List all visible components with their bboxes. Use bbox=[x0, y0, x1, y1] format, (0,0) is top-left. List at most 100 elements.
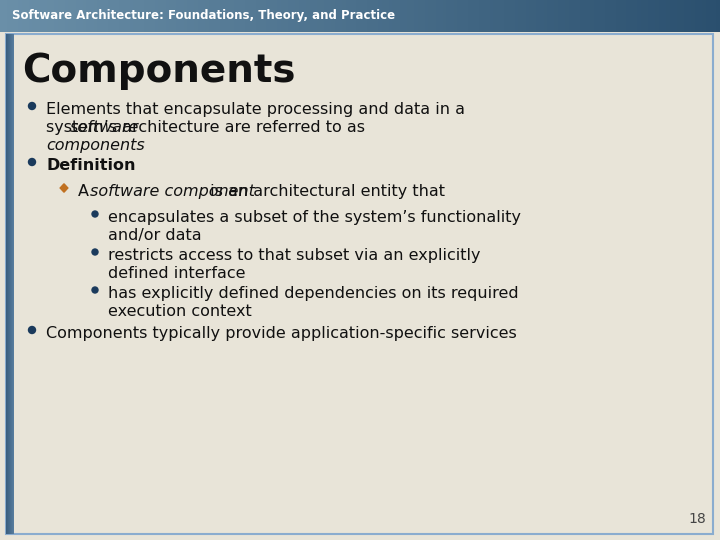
Bar bbox=[90, 0, 94, 32]
Text: Software Architecture: Foundations, Theory, and Practice: Software Architecture: Foundations, Theo… bbox=[12, 10, 395, 23]
Bar bbox=[698, 0, 703, 32]
Bar bbox=[47, 0, 51, 32]
Bar bbox=[36, 0, 40, 32]
Bar bbox=[270, 0, 274, 32]
Bar bbox=[248, 0, 253, 32]
Bar bbox=[58, 0, 62, 32]
Bar bbox=[299, 0, 303, 32]
Bar bbox=[11, 0, 15, 32]
Bar bbox=[569, 0, 573, 32]
Bar bbox=[277, 0, 282, 32]
Bar bbox=[122, 0, 127, 32]
Bar bbox=[94, 0, 98, 32]
Bar bbox=[410, 0, 415, 32]
Bar bbox=[130, 0, 134, 32]
Bar bbox=[126, 0, 130, 32]
Bar bbox=[598, 0, 602, 32]
Bar bbox=[209, 0, 213, 32]
Bar bbox=[328, 0, 332, 32]
Text: 18: 18 bbox=[688, 512, 706, 526]
Bar bbox=[544, 0, 548, 32]
Bar bbox=[392, 0, 397, 32]
Bar bbox=[324, 0, 328, 32]
Bar bbox=[50, 0, 55, 32]
Bar bbox=[140, 0, 145, 32]
Bar bbox=[173, 0, 177, 32]
Bar bbox=[112, 0, 116, 32]
Text: components: components bbox=[46, 138, 145, 153]
Bar bbox=[97, 0, 102, 32]
Bar bbox=[198, 0, 202, 32]
Bar bbox=[7, 34, 8, 534]
Text: A: A bbox=[78, 184, 94, 199]
Bar bbox=[482, 0, 487, 32]
Bar bbox=[637, 0, 642, 32]
Bar bbox=[601, 0, 606, 32]
Bar bbox=[526, 0, 530, 32]
Bar bbox=[295, 0, 300, 32]
Bar bbox=[79, 0, 84, 32]
Text: Definition: Definition bbox=[46, 158, 135, 173]
Text: restricts access to that subset via an explicitly: restricts access to that subset via an e… bbox=[108, 248, 480, 263]
Bar bbox=[385, 0, 390, 32]
Bar bbox=[54, 0, 58, 32]
Bar bbox=[238, 0, 242, 32]
Bar bbox=[205, 0, 210, 32]
Bar bbox=[220, 0, 224, 32]
Bar bbox=[367, 0, 372, 32]
Bar bbox=[691, 0, 696, 32]
Bar bbox=[641, 0, 645, 32]
Bar bbox=[533, 0, 537, 32]
Bar bbox=[666, 0, 670, 32]
Bar bbox=[360, 0, 364, 32]
Bar bbox=[540, 0, 544, 32]
Bar bbox=[612, 0, 616, 32]
Bar bbox=[76, 0, 80, 32]
Circle shape bbox=[92, 211, 98, 217]
Bar bbox=[230, 0, 235, 32]
Bar bbox=[536, 0, 541, 32]
Bar bbox=[155, 0, 159, 32]
Bar bbox=[346, 0, 350, 32]
Bar bbox=[338, 0, 343, 32]
Bar bbox=[133, 0, 138, 32]
Bar bbox=[234, 0, 238, 32]
Bar bbox=[464, 0, 469, 32]
Bar bbox=[137, 0, 141, 32]
Bar bbox=[518, 0, 523, 32]
Bar bbox=[43, 0, 48, 32]
Bar bbox=[187, 0, 192, 32]
Bar bbox=[144, 0, 148, 32]
Bar bbox=[151, 0, 156, 32]
Bar bbox=[148, 0, 152, 32]
Bar bbox=[418, 0, 422, 32]
Bar bbox=[86, 0, 91, 32]
Bar bbox=[342, 0, 346, 32]
Bar bbox=[212, 0, 217, 32]
Bar bbox=[421, 0, 426, 32]
Bar bbox=[608, 0, 613, 32]
Bar bbox=[511, 0, 516, 32]
Bar bbox=[605, 0, 609, 32]
Bar bbox=[673, 0, 678, 32]
Bar bbox=[184, 0, 188, 32]
Bar bbox=[655, 0, 660, 32]
Text: Components: Components bbox=[22, 52, 295, 90]
Bar bbox=[407, 0, 411, 32]
Bar bbox=[9, 34, 10, 534]
Bar bbox=[306, 0, 310, 32]
Bar bbox=[119, 0, 123, 32]
Bar bbox=[436, 0, 440, 32]
Bar bbox=[266, 0, 271, 32]
Text: defined interface: defined interface bbox=[108, 266, 246, 281]
Bar bbox=[227, 0, 231, 32]
Bar bbox=[101, 0, 105, 32]
Bar bbox=[104, 0, 109, 32]
Bar bbox=[504, 0, 508, 32]
Bar bbox=[22, 0, 26, 32]
Bar bbox=[644, 0, 649, 32]
Bar bbox=[623, 0, 627, 32]
Bar bbox=[590, 0, 595, 32]
Bar bbox=[288, 0, 292, 32]
Bar bbox=[619, 0, 624, 32]
